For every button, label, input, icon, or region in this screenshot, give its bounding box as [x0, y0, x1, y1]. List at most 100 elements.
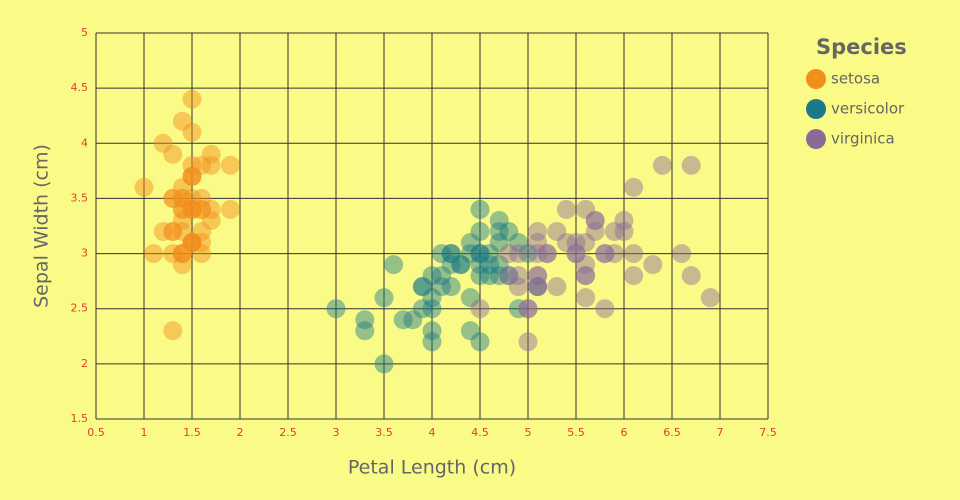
point	[432, 244, 452, 264]
point	[672, 244, 692, 264]
point	[480, 255, 500, 275]
point	[134, 177, 154, 197]
point	[643, 255, 663, 275]
point	[326, 299, 346, 319]
point	[192, 199, 212, 219]
x-tick-label: 2	[237, 426, 244, 439]
point	[489, 266, 509, 286]
point	[220, 199, 240, 219]
point	[566, 233, 586, 253]
point	[556, 233, 576, 253]
point	[489, 255, 509, 275]
point	[566, 244, 586, 264]
point	[528, 266, 548, 286]
point	[480, 244, 500, 264]
point	[499, 266, 519, 286]
point	[470, 299, 490, 319]
point	[172, 210, 192, 230]
point	[422, 321, 442, 341]
point	[172, 244, 192, 264]
point	[499, 244, 519, 264]
point	[182, 199, 202, 219]
x-tick-label: 3	[333, 426, 340, 439]
point	[432, 266, 452, 286]
x-tick-label: 6.5	[663, 426, 681, 439]
point	[537, 244, 557, 264]
point	[489, 233, 509, 253]
point	[585, 222, 605, 242]
point	[182, 89, 202, 109]
point	[182, 155, 202, 175]
legend-label: versicolor	[831, 100, 905, 118]
point	[403, 310, 423, 330]
point	[681, 266, 701, 286]
point	[537, 244, 557, 264]
point	[576, 199, 596, 219]
point	[566, 244, 586, 264]
point	[700, 288, 720, 308]
point	[201, 199, 221, 219]
point	[182, 199, 202, 219]
point	[470, 332, 490, 352]
point	[172, 188, 192, 208]
x-tick-label: 3.5	[375, 426, 393, 439]
point	[153, 133, 173, 153]
point	[470, 222, 490, 242]
point	[412, 299, 432, 319]
x-tick-label: 0.5	[87, 426, 105, 439]
point	[201, 155, 221, 175]
point	[192, 233, 212, 253]
point	[163, 321, 183, 341]
point	[163, 222, 183, 242]
point	[451, 255, 471, 275]
legend-label: virginica	[831, 130, 895, 148]
point	[182, 188, 202, 208]
point	[172, 111, 192, 131]
x-tick-label: 4.5	[471, 426, 489, 439]
point	[172, 188, 192, 208]
point	[576, 233, 596, 253]
point	[182, 166, 202, 186]
point	[422, 332, 442, 352]
point	[163, 144, 183, 164]
y-tick-label: 4.5	[71, 81, 89, 94]
point	[432, 277, 452, 297]
point	[470, 244, 490, 264]
point	[441, 277, 461, 297]
point	[182, 166, 202, 186]
point	[182, 233, 202, 253]
point	[508, 277, 528, 297]
point	[182, 199, 202, 219]
point	[585, 210, 605, 230]
point	[460, 244, 480, 264]
point	[412, 277, 432, 297]
point	[470, 266, 490, 286]
point	[480, 266, 500, 286]
point	[192, 222, 212, 242]
point	[681, 155, 701, 175]
x-tick-label: 5	[525, 426, 532, 439]
point	[163, 222, 183, 242]
point	[201, 210, 221, 230]
point	[624, 177, 644, 197]
point	[595, 244, 615, 264]
point	[518, 299, 538, 319]
point	[172, 255, 192, 275]
legend-title: Species	[816, 35, 907, 59]
point	[489, 222, 509, 242]
y-tick-label: 5	[81, 26, 88, 39]
point	[144, 244, 164, 264]
y-tick-label: 2	[81, 357, 88, 370]
point	[528, 277, 548, 297]
legend-marker	[806, 129, 826, 149]
y-tick-label: 2.5	[71, 302, 89, 315]
point	[528, 222, 548, 242]
point	[470, 199, 490, 219]
point	[460, 288, 480, 308]
point	[412, 277, 432, 297]
point	[556, 199, 576, 219]
point	[355, 310, 375, 330]
point	[451, 255, 471, 275]
